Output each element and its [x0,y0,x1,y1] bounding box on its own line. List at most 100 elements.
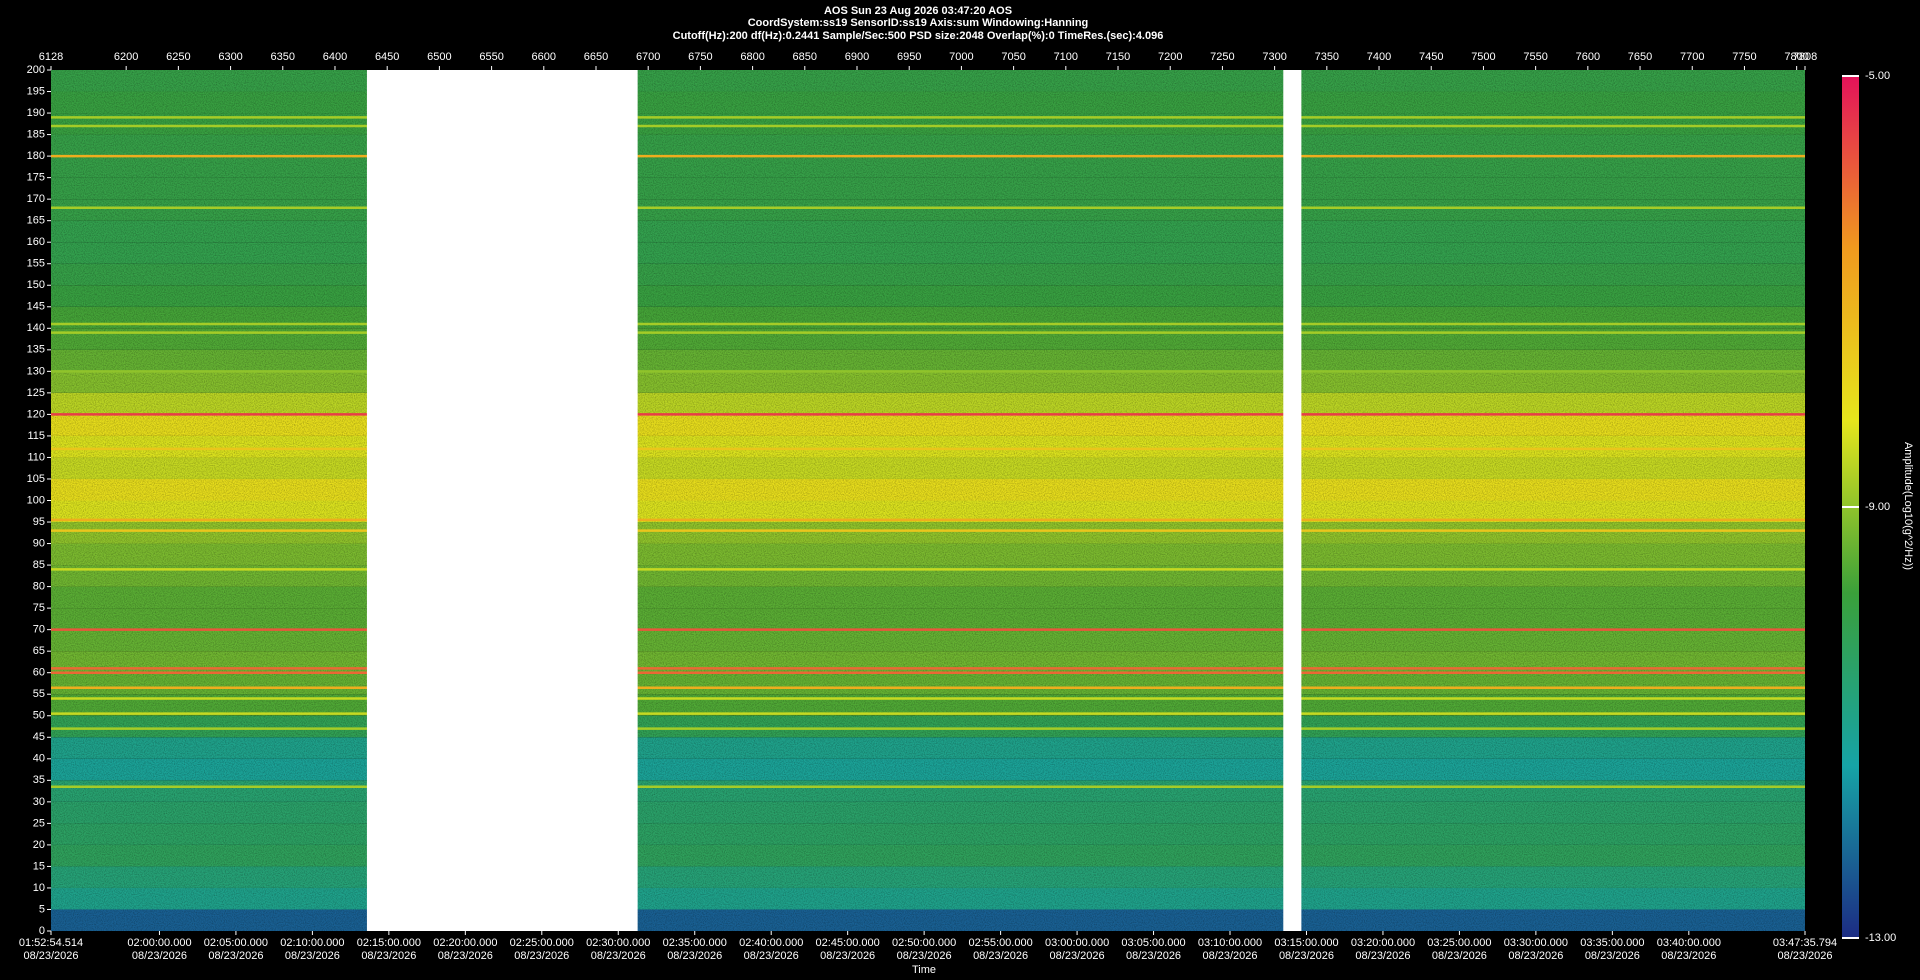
x2-tick-label: 03:30:00.000 [1504,937,1568,949]
x-tick-label: 6900 [845,51,869,63]
x-tick-label: 7808 [1793,51,1817,63]
x2-tick-label: 02:40:00.000 [739,937,803,949]
x2-tick-label: 03:40:00.000 [1657,937,1721,949]
x-tick-label: 7650 [1628,51,1652,63]
x-tick-label: 6128 [39,51,63,63]
x-tick-label: 7100 [1054,51,1078,63]
x2-tick-date: 08/23/2026 [1661,950,1716,962]
x2-tick-label: 01:52:54.514 [19,937,83,949]
colorbar-tick-label: -5.00 [1865,70,1890,82]
x2-tick-label: 02:55:00.000 [968,937,1032,949]
x-tick-label: 7750 [1732,51,1756,63]
y-tick-label: 55 [33,688,45,700]
y-tick-label: 5 [39,903,45,915]
x-tick-label: 7050 [1001,51,1025,63]
y-tick-label: 80 [33,581,45,593]
x2-tick-date: 08/23/2026 [1508,950,1563,962]
x-tick-label: 6500 [427,51,451,63]
x-tick-label: 6750 [688,51,712,63]
x-tick-label: 6350 [271,51,295,63]
x2-tick-date: 08/23/2026 [1355,950,1410,962]
x2-tick-date: 08/23/2026 [744,950,799,962]
y-tick-label: 100 [27,494,45,506]
y-tick-label: 60 [33,667,45,679]
x-axis-label: Time [912,964,936,976]
x2-tick-date: 08/23/2026 [1050,950,1105,962]
x2-tick-label: 03:35:00.000 [1580,937,1644,949]
y-tick-label: 180 [27,150,45,162]
data-gap [1283,70,1302,931]
x2-tick-date: 08/23/2026 [208,950,263,962]
y-tick-label: 185 [27,128,45,140]
x2-tick-date: 08/23/2026 [23,950,78,962]
noise-texture [51,70,1805,931]
chart-subtitle: CoordSystem:ss19 SensorID:ss19 Axis:sum … [748,17,1089,29]
x2-tick-label: 03:20:00.000 [1351,937,1415,949]
y-tick-label: 175 [27,172,45,184]
x-tick-label: 7000 [949,51,973,63]
x-tick-label: 6250 [166,51,190,63]
x2-tick-date: 08/23/2026 [1202,950,1257,962]
x2-tick-label: 03:00:00.000 [1045,937,1109,949]
y-tick-label: 145 [27,301,45,313]
y-tick-label: 190 [27,107,45,119]
x2-tick-date: 08/23/2026 [1126,950,1181,962]
x2-tick-label: 02:10:00.000 [280,937,344,949]
x2-tick-date: 08/23/2026 [897,950,952,962]
x2-tick-label: 02:45:00.000 [816,937,880,949]
x2-tick-label: 03:15:00.000 [1274,937,1338,949]
x-tick-label: 6650 [584,51,608,63]
y-tick-label: 90 [33,537,45,549]
x-tick-label: 7600 [1576,51,1600,63]
y-tick-label: 95 [33,516,45,528]
x2-tick-date: 08/23/2026 [1777,950,1832,962]
x2-tick-date: 08/23/2026 [1279,950,1334,962]
x-tick-label: 7300 [1262,51,1286,63]
x-tick-label: 6550 [479,51,503,63]
x-tick-label: 6850 [793,51,817,63]
y-tick-label: 120 [27,408,45,420]
x2-tick-date: 08/23/2026 [361,950,416,962]
y-tick-label: 85 [33,559,45,571]
y-tick-label: 170 [27,193,45,205]
x2-tick-date: 08/23/2026 [285,950,340,962]
x2-tick-date: 08/23/2026 [1585,950,1640,962]
x2-tick-date: 08/23/2026 [438,950,493,962]
x2-tick-label: 02:20:00.000 [433,937,497,949]
x2-tick-label: 03:10:00.000 [1198,937,1262,949]
y-tick-label: 110 [27,451,45,463]
y-tick-label: 105 [27,473,45,485]
y-tick-label: 150 [27,279,45,291]
y-tick-label: 25 [33,817,45,829]
x2-tick-label: 02:50:00.000 [892,937,956,949]
x2-tick-label: 03:47:35.794 [1773,937,1837,949]
chart-title: AOS Sun 23 Aug 2026 03:47:20 AOS [824,5,1012,17]
chart-parameters: Cutoff(Hz):200 df(Hz):0.2441 Sample/Sec:… [673,30,1164,42]
y-tick-label: 20 [33,839,45,851]
x-tick-label: 6200 [114,51,138,63]
x-tick-label: 7250 [1210,51,1234,63]
y-tick-label: 50 [33,710,45,722]
colorbar-tick-label: -9.00 [1865,501,1890,513]
y-tick-label: 155 [27,258,45,270]
x-tick-label: 6400 [323,51,347,63]
x2-tick-label: 03:05:00.000 [1121,937,1185,949]
x-tick-label: 7500 [1471,51,1495,63]
y-tick-label: 200 [27,64,45,76]
x-tick-label: 7800 [1784,51,1808,63]
y-tick-label: 140 [27,322,45,334]
x-tick-label: 6600 [532,51,556,63]
y-tick-label: 135 [27,344,45,356]
x2-tick-label: 02:35:00.000 [663,937,727,949]
data-gap [366,70,638,931]
x2-tick-date: 08/23/2026 [820,950,875,962]
x2-tick-date: 08/23/2026 [973,950,1028,962]
x2-tick-date: 08/23/2026 [1432,950,1487,962]
y-tick-label: 15 [33,860,45,872]
x2-tick-label: 02:15:00.000 [357,937,421,949]
y-tick-label: 195 [27,85,45,97]
y-tick-label: 40 [33,753,45,765]
x2-tick-date: 08/23/2026 [591,950,646,962]
x-tick-label: 7350 [1315,51,1339,63]
